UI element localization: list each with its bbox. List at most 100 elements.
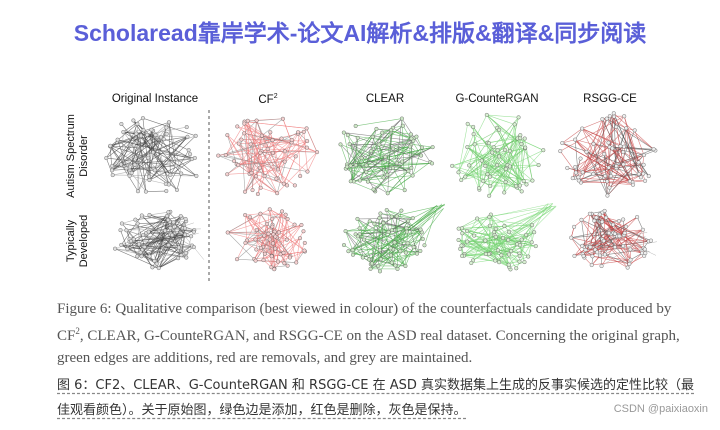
graph-edge (355, 118, 402, 127)
graph-node (459, 226, 464, 231)
network-graph (450, 112, 546, 198)
graph-node (496, 248, 501, 253)
graph-edge (133, 120, 171, 176)
graph-edge (121, 164, 182, 174)
graph-edge (396, 216, 398, 269)
graph-node (183, 232, 188, 237)
graph-node (603, 174, 608, 179)
graph-edge (562, 139, 576, 144)
graph-node (570, 176, 575, 181)
graph-edge (110, 134, 156, 147)
graph-node (174, 187, 179, 192)
graph-node (285, 216, 290, 221)
graph-node (367, 257, 372, 262)
graph-node (115, 137, 120, 142)
graph-edge (508, 253, 520, 265)
graph-edge (379, 144, 388, 175)
graph-edge (592, 256, 630, 265)
graph-edge (350, 157, 362, 182)
graph-node (176, 245, 181, 250)
graph-node (164, 125, 169, 130)
graph-node (623, 224, 628, 229)
graph-node (166, 243, 171, 248)
graph-edge (158, 245, 193, 269)
site-title: Scholaread靠岸学术-论文AI解析&排版&翻译&同步阅读 (73, 20, 647, 46)
graph-edge (295, 242, 306, 263)
graph-node (622, 231, 627, 236)
graph-node (463, 174, 468, 179)
graph-node (648, 238, 653, 243)
graph-edge (376, 128, 392, 131)
graph-node (389, 214, 394, 219)
graph-edge (269, 209, 295, 225)
graph-edge (458, 239, 496, 261)
graph-node (420, 236, 425, 241)
graph-node (131, 237, 136, 242)
graph-node (576, 175, 581, 180)
graph-edge (264, 237, 301, 255)
graph-edge (359, 220, 370, 229)
graph-edge (143, 234, 194, 248)
graph-edge (486, 114, 539, 166)
graph-node (376, 263, 381, 268)
graph-node (351, 252, 356, 257)
graph-node (139, 213, 144, 218)
graph-edge (386, 210, 389, 232)
graph-edge (282, 118, 292, 143)
graph-node (579, 217, 584, 222)
graph-edge (589, 213, 631, 260)
graph-node (275, 191, 280, 196)
graph-edge (476, 218, 509, 265)
graph-edge (153, 152, 195, 159)
graph-node (524, 182, 529, 187)
graph-edge (227, 231, 275, 233)
graph-edge (392, 146, 433, 169)
graph-edge (158, 244, 169, 269)
column-header: Original Instance (111, 93, 199, 105)
graph-node (293, 154, 298, 159)
graph-edge (142, 117, 196, 137)
graph-node (391, 146, 396, 151)
graph-node (632, 128, 637, 133)
graph-edge (562, 128, 583, 144)
graph-node (374, 126, 379, 131)
graph-edge (392, 148, 398, 164)
graph-edge (452, 165, 491, 187)
graph-node (270, 241, 275, 246)
graph-edge (634, 130, 645, 156)
graph-node (140, 116, 145, 121)
graph-edge (227, 232, 269, 235)
graph-node (625, 265, 630, 270)
graph-edge (371, 208, 444, 264)
graph-node (359, 156, 364, 161)
graph-node (524, 232, 529, 237)
graph-node (283, 149, 288, 154)
graph-node (458, 246, 463, 251)
graph-edge (463, 231, 535, 246)
graph-edge (260, 213, 288, 220)
graph-edge (120, 123, 138, 165)
graph-edge (261, 150, 285, 162)
graph-edge (306, 128, 318, 153)
graph-node (243, 189, 248, 194)
graph-edge (260, 213, 286, 215)
graph-node (569, 235, 574, 240)
graph-node (258, 211, 263, 216)
graph-node (370, 134, 375, 139)
graph-edge (227, 214, 286, 233)
graph-node (558, 149, 563, 154)
graph-edge (560, 150, 577, 173)
graph-edge (506, 149, 544, 169)
graph-node (518, 133, 523, 138)
graph-node (225, 133, 230, 138)
graph-edge (390, 129, 412, 139)
graph-node (254, 227, 259, 232)
graph-node (606, 165, 611, 170)
graph-node (284, 237, 289, 242)
graph-node (357, 226, 362, 231)
graph-node (502, 147, 507, 152)
graph-node (519, 141, 524, 146)
graph-edge (149, 211, 169, 216)
graph-node (145, 132, 150, 137)
graph-node (345, 133, 350, 138)
